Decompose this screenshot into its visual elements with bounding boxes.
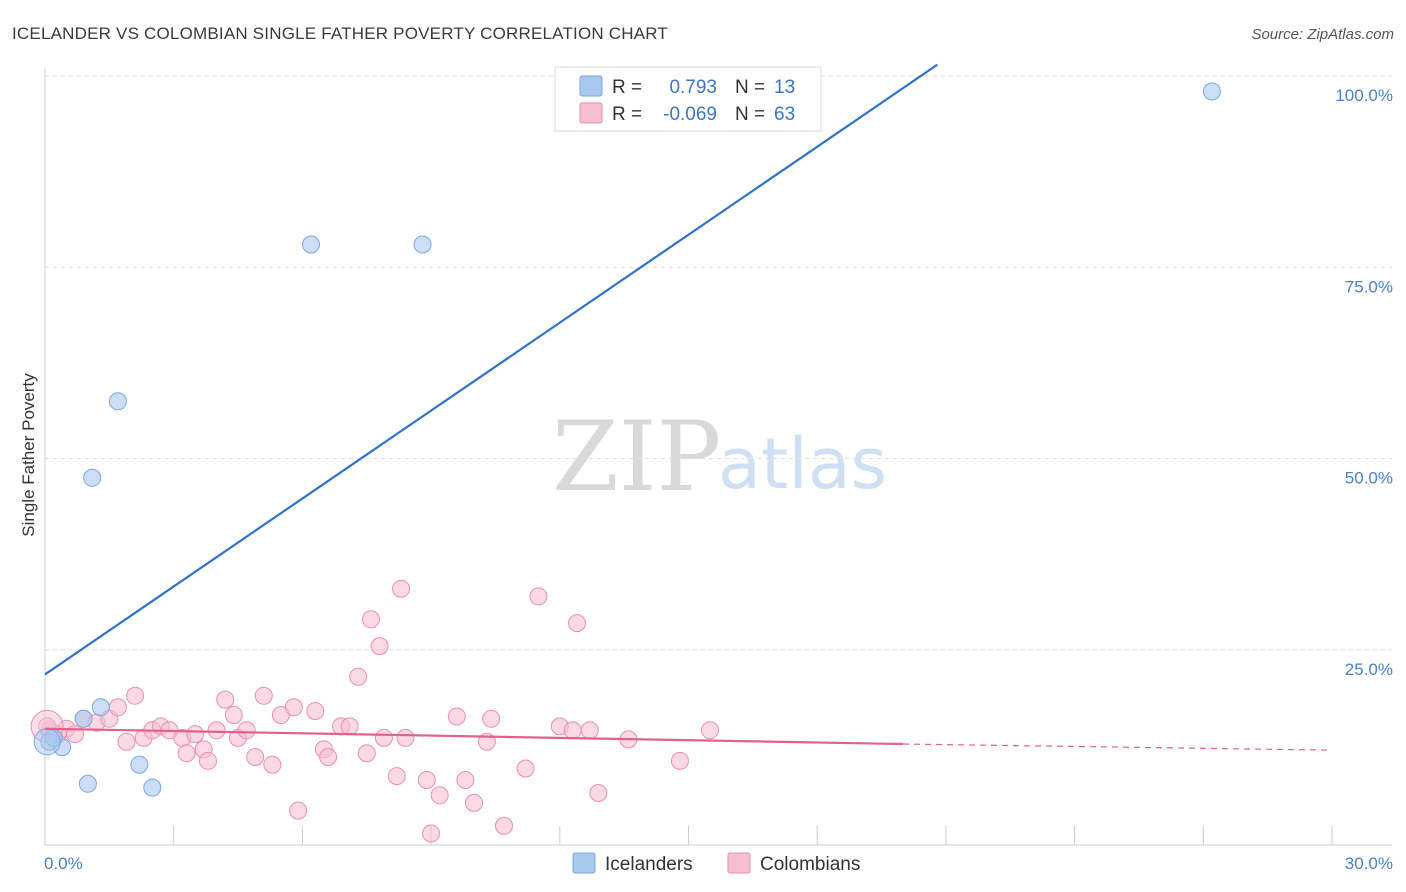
icelander-point [108,392,127,411]
y-tick-label: 50.0% [1345,469,1393,488]
trend-lines [44,63,1333,751]
y-tick-label: 100.0% [1335,86,1393,105]
legend-n-value-2: 63 [774,104,795,125]
colombian-point [580,721,599,740]
colombian-point [126,686,145,705]
colombian-point [357,744,376,763]
colombian-point [177,744,196,763]
colombian-point [362,610,380,629]
icelander-point-cluster [33,728,61,756]
colombian-point [456,771,475,789]
series-icelanders-points [33,82,1221,797]
watermark-zip: ZIP [552,401,721,513]
colombian-point [246,748,265,766]
legend-n-value-1: 13 [774,77,795,98]
icelander-point [83,468,102,487]
icelander-point [91,698,110,717]
colombian-point [516,759,535,778]
colombian-point [374,728,393,747]
colombian-point [349,667,368,686]
colombians-trend-line-extension [902,743,1333,751]
colombian-point [108,698,127,717]
colombian-point [589,784,608,802]
colombian-point [207,721,226,740]
legend-r-value-1: 0.793 [669,77,717,98]
x-tick-label-max: 30.0% [1345,854,1393,873]
chart-title: ICELANDER VS COLOMBIAN SINGLE FATHER POV… [12,24,668,43]
colombian-point [186,725,205,744]
icelander-point [78,774,97,793]
colombian-point [529,587,548,606]
colombian-point [224,706,243,724]
bottom-legend: Icelanders Colombians [572,852,860,875]
colombian-point [417,771,436,789]
legend-r-value-2: -0.069 [663,104,717,125]
series-colombians-points [30,579,719,843]
icelander-point [143,778,162,797]
bottom-legend-colombians: Colombians [760,854,860,875]
watermark-atlas: atlas [718,423,887,505]
chart-source: Source: ZipAtlas.com [1251,26,1394,43]
colombian-point [319,748,338,766]
colombian-point [370,637,389,656]
colombian-point [306,702,325,721]
colombian-point [284,698,303,717]
colombian-point [237,721,256,740]
colombian-point [465,793,483,812]
colombian-point [396,728,415,747]
icelander-point [130,755,149,774]
bottom-legend-swatch-icelanders [572,852,596,874]
colombian-point [117,732,136,751]
x-tick-label-min: 0.0% [44,854,83,873]
icelander-point [1202,82,1221,101]
y-axis-label: Single Father Poverty [19,373,38,537]
colombian-point [482,709,501,728]
colombian-point [670,751,689,770]
colombian-point [392,579,411,598]
legend-r-label-2: R = [612,104,642,125]
colombian-point [263,755,282,774]
bottom-legend-icelanders: Icelanders [605,854,693,875]
colombian-point [216,690,235,709]
legend-box: R = 0.793 N = 13 R = -0.069 N = 63 [554,66,822,132]
colombian-point [495,816,513,835]
legend-swatch-icelanders [579,75,603,97]
colombian-point [568,614,586,633]
colombian-point [447,707,466,726]
icelanders-trend-line [44,63,938,676]
y-tick-labels: 25.0% 50.0% 75.0% 100.0% [1335,86,1393,679]
colombian-point [340,717,359,736]
y-tick-label: 25.0% [1345,660,1393,679]
legend-swatch-colombians [579,102,603,124]
colombian-point [387,767,406,786]
colombians-trend-line [44,727,904,746]
legend-r-label-1: R = [612,77,642,98]
icelander-point [302,235,320,254]
colombian-point [289,801,308,820]
colombian-point [701,721,719,740]
y-tick-label: 75.0% [1345,277,1393,296]
icelander-point [413,235,432,254]
icelander-point [74,709,93,728]
legend-n-label-2: N = [735,104,765,125]
bottom-legend-swatch-colombians [727,852,751,874]
watermark: ZIP atlas [552,401,887,513]
legend-n-label-1: N = [735,77,765,98]
colombian-point [422,824,441,843]
colombian-point [563,721,582,740]
colombian-point [430,786,449,805]
colombian-point [199,751,217,770]
gridlines [45,75,1392,651]
colombian-point [254,686,273,705]
